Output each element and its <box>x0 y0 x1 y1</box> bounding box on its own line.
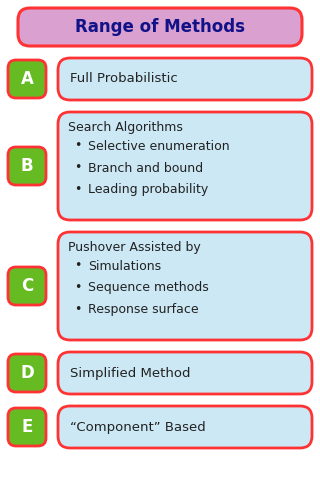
Text: Full Probabilistic: Full Probabilistic <box>70 72 178 86</box>
Text: B: B <box>21 157 33 175</box>
Text: Leading probability: Leading probability <box>88 184 208 196</box>
Text: Branch and bound: Branch and bound <box>88 162 203 174</box>
Text: E: E <box>21 418 33 436</box>
FancyBboxPatch shape <box>8 408 46 446</box>
FancyBboxPatch shape <box>58 352 312 394</box>
Text: Range of Methods: Range of Methods <box>75 18 245 36</box>
FancyBboxPatch shape <box>58 112 312 220</box>
Text: Simulations: Simulations <box>88 260 161 272</box>
FancyBboxPatch shape <box>8 147 46 185</box>
Text: •: • <box>74 162 81 174</box>
FancyBboxPatch shape <box>58 232 312 340</box>
Text: Selective enumeration: Selective enumeration <box>88 140 230 152</box>
Text: Pushover Assisted by: Pushover Assisted by <box>68 242 201 254</box>
FancyBboxPatch shape <box>8 60 46 98</box>
FancyBboxPatch shape <box>8 267 46 305</box>
Text: D: D <box>20 364 34 382</box>
Text: •: • <box>74 260 81 272</box>
Text: Response surface: Response surface <box>88 304 199 316</box>
Text: A: A <box>20 70 33 88</box>
Text: •: • <box>74 282 81 294</box>
Text: Sequence methods: Sequence methods <box>88 282 209 294</box>
Text: “Component” Based: “Component” Based <box>70 420 206 434</box>
Text: C: C <box>21 277 33 295</box>
Text: Search Algorithms: Search Algorithms <box>68 122 183 134</box>
Text: •: • <box>74 140 81 152</box>
Text: Simplified Method: Simplified Method <box>70 366 190 380</box>
FancyBboxPatch shape <box>8 354 46 392</box>
FancyBboxPatch shape <box>58 406 312 448</box>
Text: •: • <box>74 304 81 316</box>
Text: •: • <box>74 184 81 196</box>
FancyBboxPatch shape <box>18 8 302 46</box>
FancyBboxPatch shape <box>58 58 312 100</box>
